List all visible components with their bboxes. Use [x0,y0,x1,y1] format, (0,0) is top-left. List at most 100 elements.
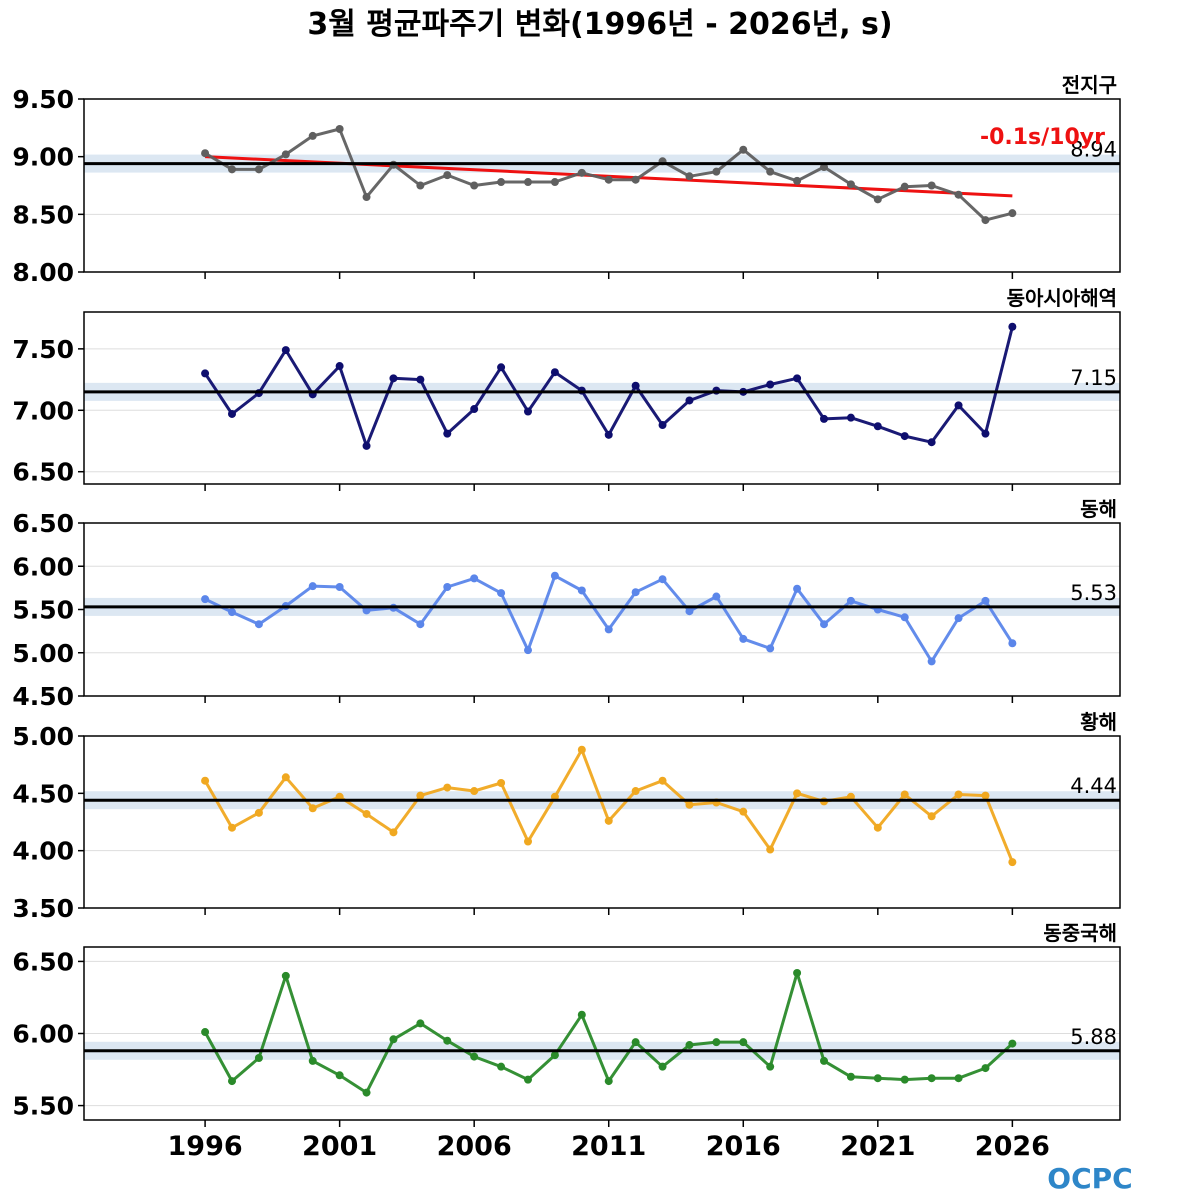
data-point [577,168,586,177]
data-point [497,363,506,372]
data-point [820,620,828,629]
data-point [1008,209,1017,218]
data-point [631,787,640,796]
data-point [497,589,506,598]
x-tick-label: 2021 [840,1131,915,1162]
series-line [204,574,1014,663]
y-tick-label: 5.00 [12,722,74,751]
data-point [577,1010,586,1019]
x-axis-ticks: 1996 2001 2006 2011 2016 2021 2026 [168,1131,1050,1162]
data-point [793,374,802,383]
data-point [550,1051,559,1060]
data-point [416,375,425,384]
data-point [524,646,532,655]
x-tick-label: 2006 [437,1131,512,1162]
data-point [201,369,210,378]
data-point [927,1074,936,1083]
series-line [204,127,1013,222]
chart-panel: 5.53 동해 4.50 5.00 5.50 6.00 6.50 [12,497,1121,711]
data-point [335,583,344,592]
data-point [524,1075,532,1084]
data-point [470,181,479,190]
data-point [362,809,371,818]
mean-value-label: 7.15 [1070,366,1117,390]
data-point [604,816,613,825]
data-point [497,178,506,187]
panel-frame [83,311,1121,485]
panel-frame [83,946,1121,1121]
data-point [254,165,263,174]
data-point [685,1041,694,1050]
data-point [927,181,936,190]
data-point [416,1019,425,1028]
data-point [524,837,532,846]
y-tick-label: 7.00 [12,396,74,425]
data-point [954,790,963,799]
data-point [470,1052,479,1061]
data-point [228,409,236,418]
panel-title: 황해 [1080,710,1117,734]
data-point [550,178,559,187]
panel-title: 동해 [1080,497,1117,521]
data-point [254,1054,263,1063]
data-point [416,791,425,800]
data-point [228,608,236,617]
chart-panel: 4.44 황해 3.50 4.00 4.50 5.00 [12,710,1121,923]
y-tick-label: 6.50 [12,509,74,538]
data-point [685,800,694,809]
data-point [470,787,479,796]
y-tick-label: 9.00 [12,143,74,172]
data-point [335,1071,344,1080]
data-point [550,368,559,377]
chart-panels: 8.94-0.1s/10yr 전지구 8.00 8.50 9.00 9.50 7.15 동아시… [12,73,1121,1127]
x-tick-label: 2026 [975,1131,1050,1162]
data-point [201,1028,210,1037]
data-point [281,346,290,355]
data-point [281,773,290,782]
data-point [766,1062,775,1071]
data-point [228,165,236,174]
data-point [739,634,748,643]
data-point [685,172,694,181]
data-point [524,407,532,416]
ocpc-logo: OCPC [1047,1162,1132,1195]
mean-value-label: 5.53 [1070,581,1117,605]
data-point [820,414,828,423]
data-point [846,180,855,189]
panel-title: 동아시아해역 [1007,286,1117,310]
y-tick-label: 6.50 [12,947,74,976]
data-point [793,968,802,977]
data-point [927,657,936,666]
data-point [739,807,748,816]
data-point [846,413,855,422]
chart-panel: 7.15 동아시아해역 6.50 7.00 7.50 [12,286,1121,491]
data-point [201,149,210,158]
data-point [981,216,990,225]
y-tick-label: 5.50 [12,596,74,625]
data-point [927,438,936,447]
panel-frame [83,98,1121,273]
data-point [873,195,882,204]
data-point [954,190,963,199]
chart-panel: 8.94-0.1s/10yr 전지구 8.00 8.50 9.00 9.50 [12,73,1121,287]
data-point [658,575,667,584]
data-point [793,789,802,798]
data-point [335,124,344,133]
data-point [658,776,667,785]
data-point [308,804,317,813]
data-point [1008,858,1017,867]
data-point [981,596,990,605]
data-point [658,1062,667,1071]
x-tick-label: 2011 [571,1131,646,1162]
data-point [201,595,210,604]
data-point [846,1072,855,1081]
mean-value-label: 5.88 [1070,1025,1117,1049]
y-tick-label: 8.00 [12,258,74,287]
data-point [443,429,452,438]
data-point [362,193,371,202]
data-point [254,808,263,817]
data-point [712,167,721,176]
data-point [416,620,425,629]
data-point [793,584,802,593]
